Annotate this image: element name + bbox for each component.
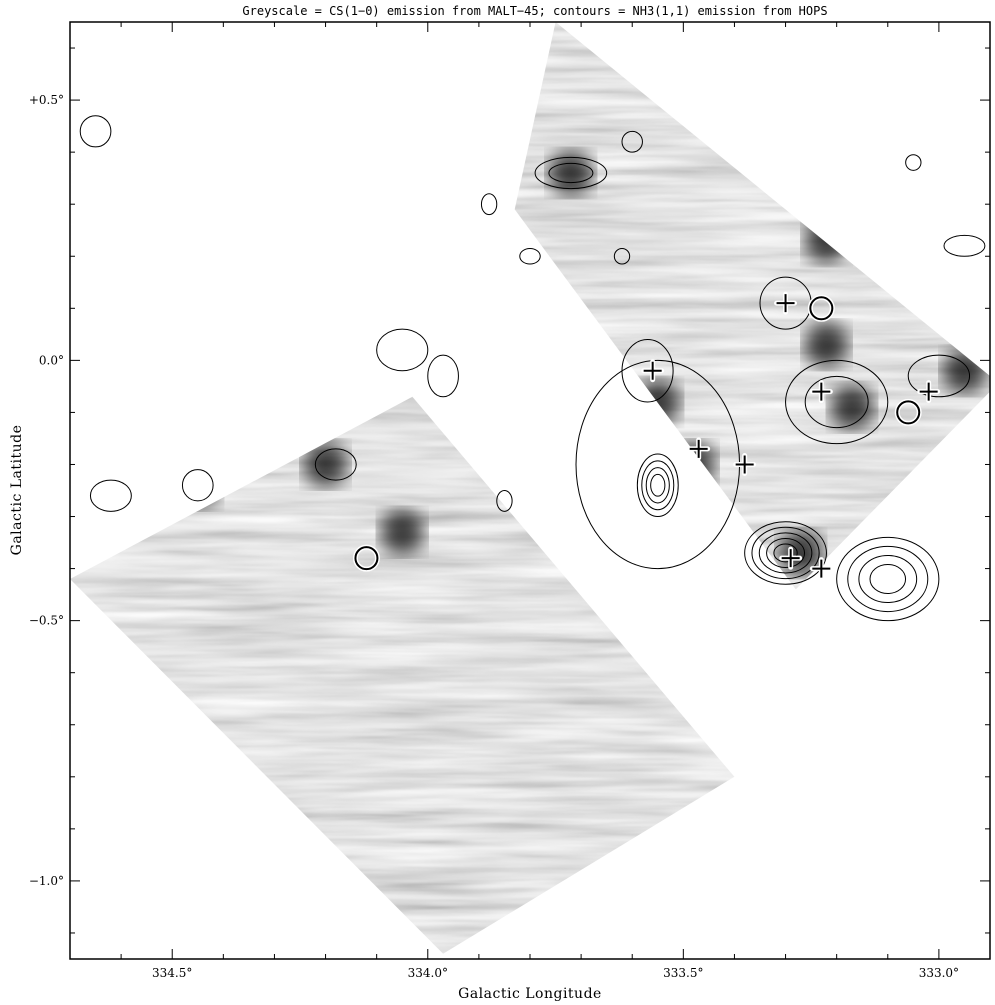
nh3-contour: [905, 154, 922, 171]
nh3-contour: [613, 247, 631, 265]
nh3-contour: [641, 460, 675, 511]
emission-peak: [804, 218, 849, 263]
greyscale-image-layer: [70, 22, 990, 954]
axis-ticks: 334.5° 334.0° 333.5° 333.0° +0.5° 0.0° −0.5° −1…: [29, 22, 991, 980]
cross-marker: [687, 437, 711, 461]
cross-marker: [774, 291, 798, 315]
cross-marker: [809, 557, 833, 581]
source-marker-layer: [352, 291, 941, 581]
x-tick-label: 334.0°: [408, 966, 448, 980]
circle-marker: [807, 294, 835, 322]
nh3-contour: [758, 532, 813, 574]
y-tick-label: 0.0°: [39, 353, 64, 367]
nh3-contour: [89, 479, 132, 512]
nh3-contour: [804, 375, 869, 429]
emission-peak: [804, 322, 849, 367]
x-tick-label: 333.5°: [663, 966, 703, 980]
nh3-contour: [744, 521, 827, 585]
emission-peak: [635, 380, 680, 425]
nh3-contour: [847, 545, 929, 613]
nh3-contour: [79, 115, 112, 148]
emission-peak: [548, 150, 593, 195]
nh3-contour: [766, 537, 806, 568]
nh3-contour: [480, 193, 498, 216]
nh3-contour: [645, 467, 670, 504]
nh3-contour: [181, 469, 214, 502]
nh3-contour: [858, 554, 918, 604]
nh3-contour: [314, 448, 357, 481]
cross-marker: [733, 452, 757, 476]
y-tick-label: −0.5°: [29, 614, 64, 628]
nh3-contour: [534, 156, 608, 190]
chart-title: Greyscale = CS(1−0) emission from MALT−4…: [242, 4, 827, 18]
cross-marker: [917, 380, 941, 404]
nh3-contour: [519, 247, 541, 265]
nh3-contour: [943, 234, 986, 257]
emission-peak: [380, 510, 425, 555]
nh3-contour: [376, 328, 429, 372]
y-tick-label: −1.0°: [29, 874, 64, 888]
nh3-contour: [836, 536, 940, 622]
nh3-contour: [636, 453, 679, 518]
nh3-contour: [496, 490, 513, 512]
nh3-contour: [650, 473, 666, 497]
cross-marker: [779, 546, 803, 570]
y-tick-label: +0.5°: [29, 93, 64, 107]
x-tick-label: 334.5°: [152, 966, 192, 980]
emission-peak: [830, 385, 874, 430]
cross-marker: [641, 359, 665, 383]
y-axis-title: Galactic Latitude: [9, 425, 25, 556]
x-tick-label: 333.0°: [919, 966, 959, 980]
nh3-contour-layer: [79, 115, 986, 622]
nh3-contour: [869, 564, 907, 594]
nh3-contour: [907, 354, 971, 398]
emission-peak: [942, 348, 987, 393]
nh3-contour: [751, 526, 820, 580]
x-axis-title: Galactic Longitude: [458, 986, 602, 1002]
nh3-contour: [427, 354, 459, 398]
nh3-contour: [548, 162, 594, 184]
nh3-contour: [785, 359, 889, 445]
nh3-contour: [773, 543, 798, 563]
cross-marker: [809, 380, 833, 404]
circle-marker: [352, 544, 380, 572]
circle-marker: [894, 398, 922, 426]
emission-peak: [303, 442, 348, 487]
nh3-contour: [621, 130, 643, 153]
